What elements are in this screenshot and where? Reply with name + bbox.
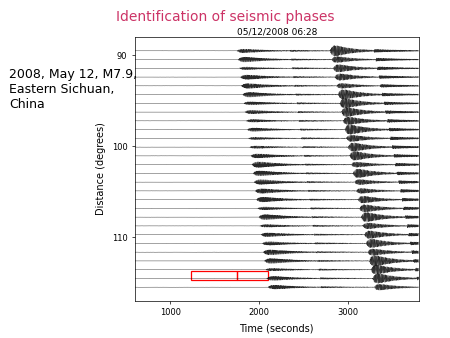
Y-axis label: Distance (degrees): Distance (degrees): [96, 123, 106, 215]
Text: Identification of seismic phases: Identification of seismic phases: [116, 10, 334, 24]
X-axis label: Time (seconds): Time (seconds): [239, 323, 314, 333]
Bar: [191, 271, 237, 280]
Title: 05/12/2008 06:28: 05/12/2008 06:28: [237, 27, 317, 37]
Bar: [237, 271, 268, 280]
Text: 2008, May 12, M7.9,
Eastern Sichuan,
China: 2008, May 12, M7.9, Eastern Sichuan, Chi…: [9, 68, 137, 111]
